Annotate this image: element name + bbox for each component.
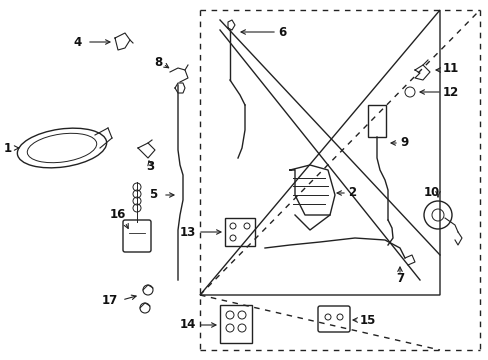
Text: 12: 12	[442, 85, 458, 99]
Text: 11: 11	[442, 62, 458, 75]
Text: 16: 16	[110, 208, 126, 221]
Text: 4: 4	[74, 36, 82, 49]
Bar	[367, 105, 385, 137]
Text: 3: 3	[145, 161, 154, 174]
Text: 15: 15	[359, 314, 376, 327]
Text: 1: 1	[4, 141, 12, 154]
Text: 13: 13	[180, 225, 196, 238]
Bar	[220, 305, 251, 343]
Text: 2: 2	[347, 186, 355, 199]
Text: 7: 7	[395, 271, 403, 284]
Text: 17: 17	[102, 293, 118, 306]
Text: 9: 9	[399, 136, 407, 149]
Text: 10: 10	[423, 185, 439, 198]
Text: 6: 6	[278, 26, 285, 39]
Bar	[224, 218, 254, 246]
Text: 14: 14	[179, 319, 196, 332]
Text: 8: 8	[154, 55, 162, 68]
Text: 5: 5	[148, 189, 157, 202]
